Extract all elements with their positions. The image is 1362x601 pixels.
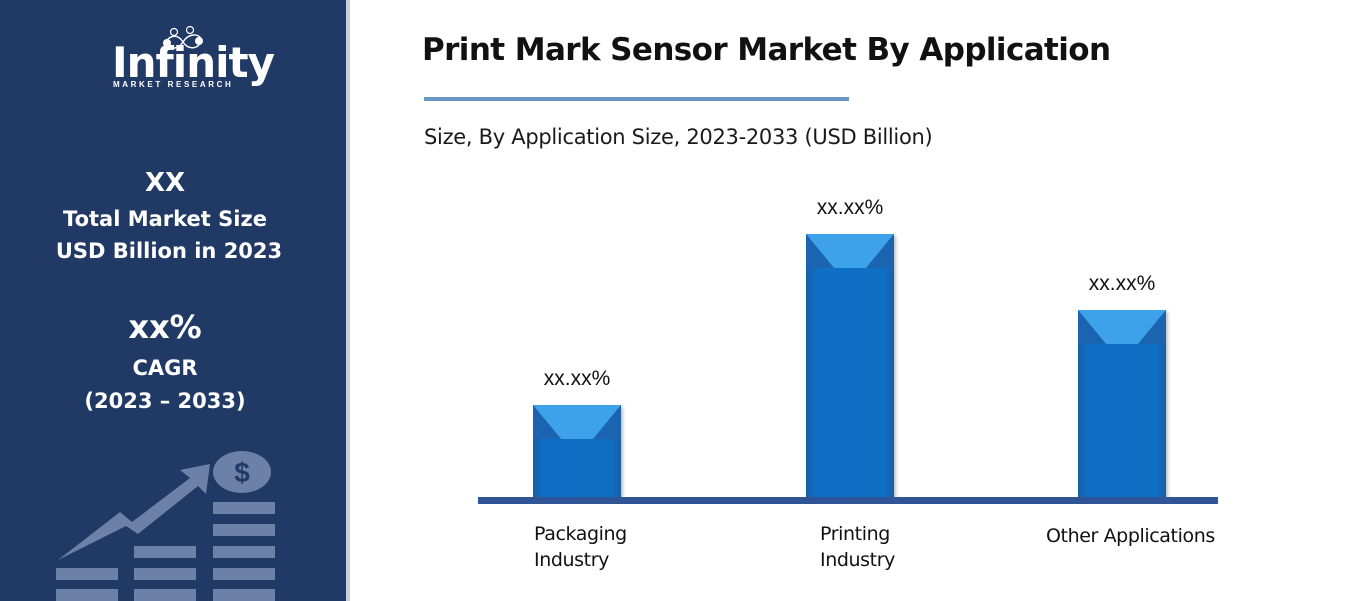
category-label-line: Packaging [534, 523, 627, 545]
sidebar-panel: Infinity MARKET RESEARCH XX Total Market… [0, 0, 346, 601]
market-size-label-line1: Total Market Size [63, 207, 267, 231]
title-underline [424, 97, 849, 101]
chart-title: Print Mark Sensor Market By Application [422, 32, 1111, 68]
market-size-label-line2: USD Billion in 2023 [55, 239, 283, 263]
brand-tagline: MARKET RESEARCH [113, 80, 234, 89]
data-label: xx.xx% [816, 196, 884, 219]
cagr-label: CAGR [132, 356, 198, 380]
data-label: xx.xx% [1088, 272, 1156, 295]
infinity-people-icon [163, 26, 203, 49]
category-label-line: Printing [820, 523, 890, 545]
chart-subtitle: Size, By Application Size, 2023-2033 (US… [424, 125, 933, 149]
x-axis-line [478, 497, 1218, 504]
cagr-period: (2023 – 2033) [84, 389, 246, 413]
growth-chart-dollar-icon: $ [56, 451, 275, 601]
bar-packaging-industry [533, 405, 621, 497]
category-label-line: Industry [820, 549, 895, 571]
bar-printing-industry [806, 234, 894, 497]
category-label: Printing Industry [820, 521, 895, 573]
data-label: xx.xx% [543, 367, 611, 390]
category-label-line: Other Applications [1046, 525, 1215, 547]
cagr-value: xx% [128, 308, 202, 346]
category-label-line: Industry [534, 549, 609, 571]
brand-name: Infinity [112, 38, 275, 87]
svg-text:$: $ [234, 457, 250, 488]
bar-other-applications [1078, 310, 1166, 497]
category-label: Packaging Industry [534, 521, 627, 573]
category-label: Other Applications [1046, 523, 1215, 549]
sidebar-divider [346, 0, 350, 601]
market-size-value: XX [144, 168, 186, 198]
